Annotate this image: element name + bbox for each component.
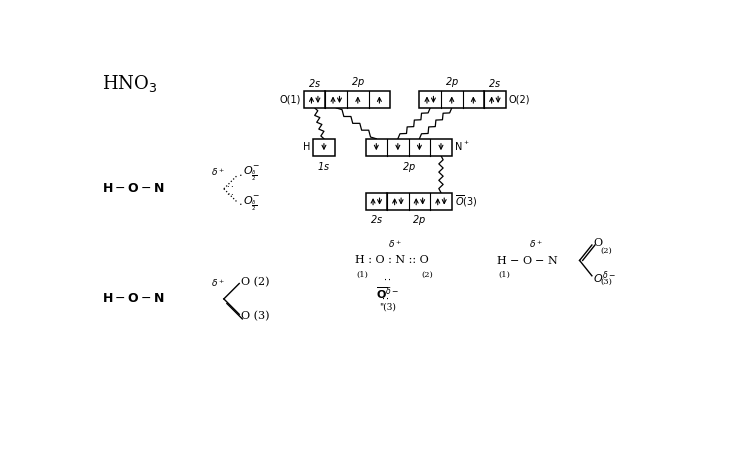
Text: (2): (2) xyxy=(600,248,612,255)
Text: 2$s$: 2$s$ xyxy=(370,213,383,226)
Text: (1): (1) xyxy=(356,271,368,279)
Text: $\overline{O}$(3): $\overline{O}$(3) xyxy=(455,193,477,209)
Text: HNO$_3$: HNO$_3$ xyxy=(102,73,158,94)
Bar xyxy=(313,139,335,156)
Text: O (2): O (2) xyxy=(241,277,269,287)
Text: $\mathbf{\overline{O}}^{\delta-}$: $\mathbf{\overline{O}}^{\delta-}$ xyxy=(376,285,399,300)
Text: O(1): O(1) xyxy=(279,94,301,104)
Text: O (3): O (3) xyxy=(241,311,269,321)
Text: O: O xyxy=(594,238,602,248)
Text: $\cdot$: $\cdot$ xyxy=(239,169,243,179)
Text: (2): (2) xyxy=(422,271,433,279)
Text: 2$s$: 2$s$ xyxy=(308,77,322,89)
Text: 1$s$: 1$s$ xyxy=(317,159,330,171)
Text: 2$s$: 2$s$ xyxy=(488,77,502,89)
Text: H: H xyxy=(303,142,310,152)
Text: N: N xyxy=(455,142,462,152)
Text: H $-$ O $-$ N: H $-$ O $-$ N xyxy=(496,254,559,267)
Text: $\cdot\cdot$: $\cdot\cdot$ xyxy=(226,180,234,189)
Text: $\cdot\cdot$: $\cdot\cdot$ xyxy=(226,188,234,197)
Text: $\delta^+$: $\delta^+$ xyxy=(210,167,225,178)
Text: $\cdot$: $\cdot$ xyxy=(239,198,243,208)
Text: $O^{\delta-}$: $O^{\delta-}$ xyxy=(594,269,617,286)
Text: "(3): "(3) xyxy=(379,303,396,312)
Text: $\mathbf{H}-\mathbf{O}-\mathbf{N}$: $\mathbf{H}-\mathbf{O}-\mathbf{N}$ xyxy=(102,182,165,195)
Text: (3): (3) xyxy=(600,278,612,286)
Bar xyxy=(304,91,391,108)
Bar xyxy=(365,139,452,156)
Text: $^+$: $^+$ xyxy=(462,139,469,149)
Text: 2$p$: 2$p$ xyxy=(350,75,365,89)
Text: $\delta^+$: $\delta^+$ xyxy=(529,238,543,250)
Text: $O_{\frac{\delta}{2}}^{-}$: $O_{\frac{\delta}{2}}^{-}$ xyxy=(243,165,260,183)
Text: $\delta^+$: $\delta^+$ xyxy=(388,238,402,250)
Text: $\cdot\cdot$: $\cdot\cdot$ xyxy=(381,293,390,303)
Text: $O_{\frac{\delta}{2}}^{-}$: $O_{\frac{\delta}{2}}^{-}$ xyxy=(243,194,260,213)
Bar xyxy=(419,91,505,108)
Text: 2$p$: 2$p$ xyxy=(413,213,426,228)
Text: 2$p$: 2$p$ xyxy=(445,75,459,89)
Bar xyxy=(365,193,452,209)
Text: (1): (1) xyxy=(498,271,510,279)
Text: $\cdot\cdot$: $\cdot\cdot$ xyxy=(383,274,392,284)
Text: $\delta^+$: $\delta^+$ xyxy=(210,277,225,288)
Text: O(2): O(2) xyxy=(509,94,531,104)
Text: 2$p$: 2$p$ xyxy=(402,159,416,174)
Text: $\mathbf{H}-\mathbf{O}-\mathbf{N}$: $\mathbf{H}-\mathbf{O}-\mathbf{N}$ xyxy=(102,292,165,306)
Text: H : O : N :: O: H : O : N :: O xyxy=(355,256,428,266)
